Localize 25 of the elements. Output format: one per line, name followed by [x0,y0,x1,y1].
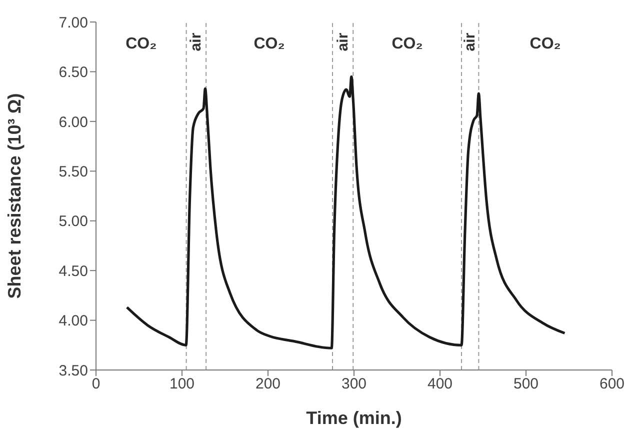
annotation: CO₂ [254,36,285,52]
annotation: air [188,32,205,52]
annotation: CO₂ [530,36,561,52]
x-tick-label: 500 [513,376,539,393]
annotation: air [462,32,479,52]
x-tick-label: 0 [92,376,100,393]
y-tick-label: 7.00 [58,14,88,32]
y-tick-label: 5.50 [58,163,88,180]
annotation: CO₂ [126,36,157,52]
x-tick-label: 600 [599,376,625,393]
x-tick-label: 400 [427,376,453,393]
x-tick-label: 300 [341,376,367,393]
x-tick-label: 200 [255,376,281,393]
line-series [126,75,566,350]
y-tick-label: 5.00 [58,213,88,230]
annotation: air [334,32,352,52]
y-tick-label: 3.50 [58,362,88,380]
annotation: CO₂ [392,36,423,52]
y-tick-label: 4.50 [58,262,88,280]
y-tick-label: 6.00 [58,114,88,131]
y-tick-label: 4.00 [58,312,88,330]
x-tick-label: 100 [169,376,195,393]
y-axis-title: Sheet resistance (10³ Ω) [4,93,24,299]
x-axis-title: Time (min.) [306,408,402,428]
y-tick-label: 6.50 [58,64,88,82]
